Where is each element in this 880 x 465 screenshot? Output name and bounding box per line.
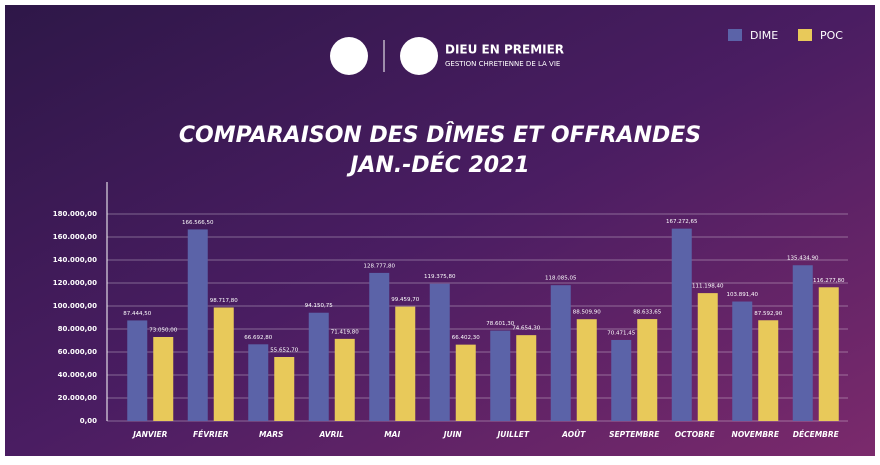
value-label: 87.592,90	[754, 311, 782, 317]
page: DIEU EN PREMIER GESTION CHRETIENNE DE LA…	[0, 0, 880, 465]
value-label: 71.419,80	[331, 329, 359, 335]
bar	[672, 229, 692, 421]
value-label: 118.085,05	[545, 276, 577, 282]
y-tick-label: 160.000,00	[53, 233, 97, 241]
value-label: 74.654,30	[512, 326, 540, 332]
bar	[274, 357, 294, 421]
bar	[369, 273, 389, 421]
chart: DIEU EN PREMIER GESTION CHRETIENNE DE LA…	[0, 0, 880, 465]
x-tick-label: FÉVRIER	[193, 430, 229, 439]
value-label: 135.434,90	[787, 256, 819, 262]
bar	[732, 302, 752, 421]
x-tick-label: DÉCEMBRE	[793, 430, 840, 439]
value-label: 55.652,70	[270, 347, 298, 353]
value-label: 70.471,45	[607, 330, 635, 336]
legend-swatch	[798, 29, 812, 41]
bar	[153, 337, 173, 421]
bar	[698, 293, 718, 421]
value-label: 94.150,75	[305, 303, 333, 309]
y-tick-label: 140.000,00	[53, 256, 97, 264]
x-tick-label: OCTOBRE	[675, 430, 716, 439]
bar	[611, 340, 631, 421]
value-label: 166.566,50	[182, 220, 214, 226]
chart-subtitle: JAN.-DÉC 2021	[346, 152, 529, 178]
bar	[430, 284, 450, 421]
value-label: 103.891,40	[727, 292, 759, 298]
bar	[188, 229, 208, 421]
x-tick-label: AOÛT	[561, 430, 586, 439]
value-label: 111.198,40	[692, 284, 724, 290]
value-label: 116.277,80	[813, 278, 845, 284]
x-tick-label: MAI	[384, 430, 400, 439]
y-tick-label: 20.000,00	[58, 394, 98, 402]
x-tick-label: JUIN	[442, 430, 463, 439]
logo-icon	[330, 37, 368, 75]
y-tick-label: 40.000,00	[58, 371, 98, 379]
value-label: 119.375,80	[424, 274, 456, 280]
value-label: 128.777,80	[364, 263, 396, 269]
bar	[309, 313, 329, 421]
value-label: 98.717,80	[210, 298, 238, 304]
value-label: 88.509,90	[573, 310, 601, 316]
x-tick-label: MARS	[259, 430, 283, 439]
bar	[516, 335, 536, 421]
legend-label: DIME	[750, 29, 778, 42]
x-tick-label: JANVIER	[131, 430, 168, 439]
bar	[637, 319, 657, 421]
y-tick-label: 60.000,00	[58, 348, 98, 356]
bar	[551, 285, 571, 421]
x-tick-label: SEPTEMBRE	[609, 430, 660, 439]
value-label: 73.050,00	[149, 327, 177, 333]
x-tick-label: JUILLET	[496, 430, 530, 439]
bar	[395, 307, 415, 421]
y-tick-label: 80.000,00	[58, 325, 98, 333]
y-tick-label: 180.000,00	[53, 210, 97, 218]
value-label: 99.459,70	[391, 297, 419, 303]
bar	[577, 319, 597, 421]
bar	[456, 345, 476, 421]
tagline: GESTION CHRETIENNE DE LA VIE	[445, 60, 560, 68]
y-tick-label: 120.000,00	[53, 279, 97, 287]
logo-icon	[400, 37, 438, 75]
value-label: 66.692,80	[244, 335, 272, 341]
bar	[335, 339, 355, 421]
bar	[819, 287, 839, 421]
brand: DIEU EN PREMIER	[445, 43, 564, 57]
value-label: 87.444,50	[123, 311, 151, 317]
x-tick-label: AVRIL	[319, 430, 345, 439]
value-label: 78.601,30	[486, 321, 514, 327]
bar	[248, 344, 268, 421]
bar	[793, 265, 813, 421]
bar	[127, 320, 147, 421]
x-tick-label: NOVEMBRE	[732, 430, 780, 439]
value-label: 88.633,65	[633, 310, 661, 316]
y-tick-label: 100.000,00	[53, 302, 97, 310]
bar	[490, 331, 510, 421]
bar	[214, 307, 234, 421]
chart-title: COMPARAISON DES DÎMES ET OFFRANDES	[179, 122, 701, 148]
bar	[758, 320, 778, 421]
legend-swatch	[728, 29, 742, 41]
legend-label: POC	[820, 29, 843, 42]
value-label: 66.402,30	[452, 335, 480, 341]
value-label: 167.272,65	[666, 219, 698, 225]
y-tick-label: 0,00	[80, 417, 97, 425]
